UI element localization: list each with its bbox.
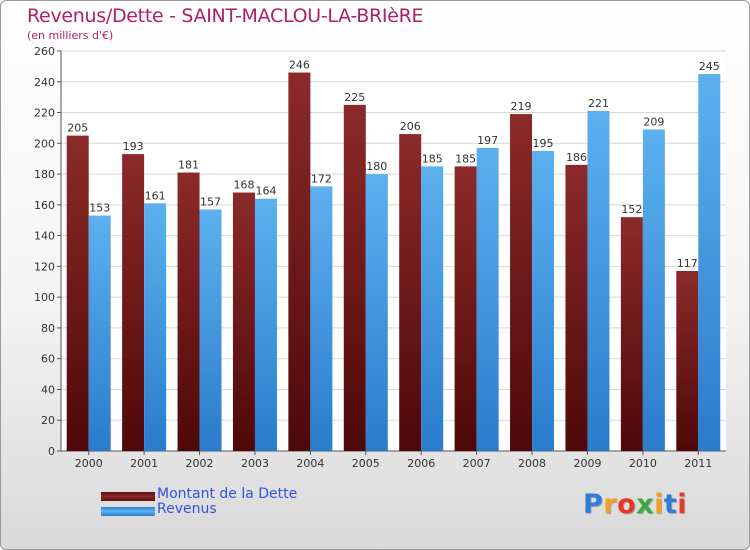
chart-title: Revenus/Dette - SAINT-MACLOU-LA-BRIèRE xyxy=(27,5,424,27)
plot-area xyxy=(61,51,726,451)
data-label-dette: 168 xyxy=(233,179,254,192)
x-tick-label: 2004 xyxy=(296,457,324,470)
x-tick-label: 2000 xyxy=(75,457,103,470)
data-label-revenus: 245 xyxy=(699,60,720,73)
y-tick-label: 260 xyxy=(34,45,55,58)
x-tick-label: 2007 xyxy=(463,457,491,470)
bar-revenus xyxy=(310,186,333,451)
data-label-revenus: 197 xyxy=(477,134,498,147)
y-tick-label: 160 xyxy=(34,199,55,212)
y-tick-label: 200 xyxy=(34,137,55,150)
y-tick-label: 100 xyxy=(34,291,55,304)
x-tick-label: 2009 xyxy=(573,457,601,470)
data-label-revenus: 209 xyxy=(643,115,664,128)
bar-revenus xyxy=(254,198,277,451)
data-label-dette: 185 xyxy=(455,152,476,165)
bar-revenus xyxy=(532,151,555,451)
y-tick-label: 80 xyxy=(41,322,55,335)
data-label-revenus: 180 xyxy=(366,160,387,173)
bar-revenus xyxy=(642,129,665,451)
bar-dette xyxy=(454,166,477,451)
bar-dette xyxy=(122,154,145,452)
bar-dette xyxy=(510,114,533,452)
x-tick-label: 2005 xyxy=(352,457,380,470)
logo-letter: r xyxy=(603,489,618,520)
y-tick-label: 140 xyxy=(34,230,55,243)
x-tick-label: 2002 xyxy=(186,457,214,470)
x-tick-label: 2008 xyxy=(518,457,546,470)
data-label-revenus: 185 xyxy=(422,152,443,165)
bar-dette xyxy=(676,271,699,451)
legend-swatch-revenus xyxy=(101,507,155,516)
bar-revenus xyxy=(587,111,610,451)
bar-dette xyxy=(177,172,200,452)
x-tick-label: 2011 xyxy=(684,457,712,470)
bar-revenus xyxy=(199,209,222,451)
bar-dette xyxy=(288,72,311,452)
data-label-revenus: 153 xyxy=(89,202,110,215)
bar-revenus xyxy=(365,174,388,452)
x-tick-label: 2006 xyxy=(407,457,435,470)
y-tick-label: 240 xyxy=(34,76,55,89)
data-label-dette: 219 xyxy=(511,100,532,113)
data-label-dette: 152 xyxy=(621,203,642,216)
data-label-revenus: 161 xyxy=(145,189,166,202)
legend-label-dette: Montant de la Dette xyxy=(157,486,298,502)
logo-letter: o xyxy=(617,489,637,520)
bar-revenus xyxy=(476,147,499,451)
data-label-revenus: 157 xyxy=(200,195,221,208)
legend-swatch-dette xyxy=(101,492,155,501)
data-label-revenus: 164 xyxy=(255,185,276,198)
data-label-dette: 246 xyxy=(289,59,310,72)
y-tick-label: 0 xyxy=(48,445,55,458)
data-label-dette: 206 xyxy=(400,120,421,133)
bar-revenus xyxy=(144,203,167,451)
data-label-dette: 193 xyxy=(123,140,144,153)
data-label-revenus: 172 xyxy=(311,172,332,185)
logo-letter: P xyxy=(583,489,604,520)
y-tick-label: 120 xyxy=(34,260,55,273)
chart-subtitle: (en milliers d'€) xyxy=(27,29,114,42)
legend-label-revenus: Revenus xyxy=(157,501,217,517)
data-label-dette: 225 xyxy=(344,91,365,104)
logo-letter: i xyxy=(654,489,664,520)
bar-dette xyxy=(399,134,422,452)
x-tick-label: 2001 xyxy=(130,457,158,470)
y-tick-label: 60 xyxy=(41,353,55,366)
bar-revenus xyxy=(88,215,111,451)
bar-revenus xyxy=(698,74,721,452)
x-tick-label: 2003 xyxy=(241,457,269,470)
bar-dette xyxy=(565,164,588,451)
data-label-dette: 181 xyxy=(178,159,199,172)
bar-dette xyxy=(232,192,255,452)
data-label-dette: 205 xyxy=(67,122,88,135)
x-tick-label: 2010 xyxy=(629,457,657,470)
logo-letter: i xyxy=(677,489,688,520)
data-label-revenus: 221 xyxy=(588,97,609,110)
data-label-dette: 117 xyxy=(677,257,698,270)
logo-letter: x xyxy=(636,489,655,520)
logo-letter: t xyxy=(663,489,678,520)
bar-dette xyxy=(66,135,89,451)
bar-revenus xyxy=(421,166,444,451)
bar-dette xyxy=(620,217,643,451)
data-label-dette: 186 xyxy=(566,151,587,164)
proxiti-logo: Proxiti xyxy=(583,489,687,520)
y-tick-label: 180 xyxy=(34,168,55,181)
data-label-revenus: 195 xyxy=(533,137,554,150)
y-tick-label: 20 xyxy=(41,414,55,427)
y-tick-label: 40 xyxy=(41,383,55,396)
y-tick-label: 220 xyxy=(34,107,55,120)
bar-dette xyxy=(343,104,366,451)
